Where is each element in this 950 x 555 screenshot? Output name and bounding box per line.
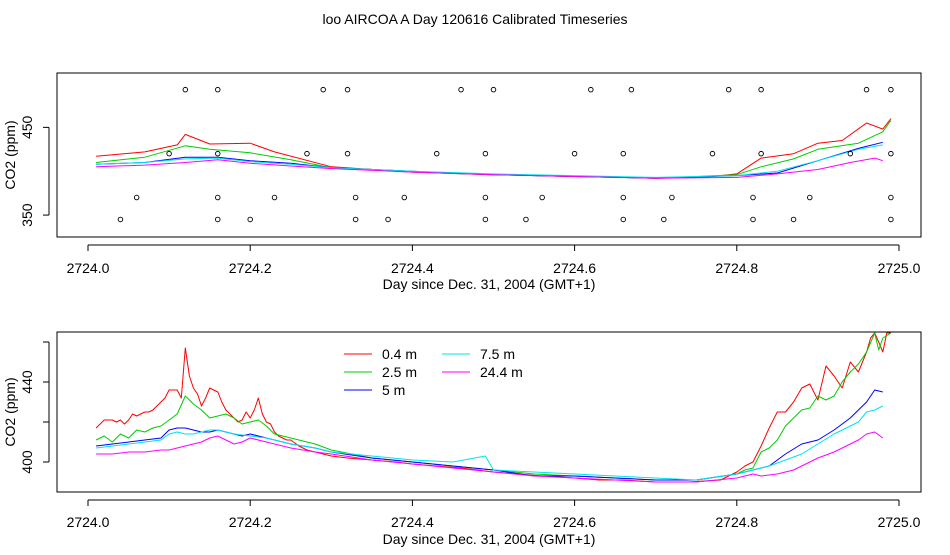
marker-point — [669, 194, 675, 201]
x-tick-label: 2724.8 — [715, 260, 758, 276]
series-line-2-5-m — [96, 120, 892, 179]
x-tick-label: 2724.2 — [229, 514, 272, 530]
marker-point — [750, 216, 756, 223]
marker-point — [117, 216, 124, 223]
marker-point — [709, 150, 716, 157]
marker-point — [490, 86, 497, 93]
marker-point — [539, 194, 545, 201]
legend: 0.4 m 2.5 m 5 m 7.5 m 24.4 m — [344, 346, 523, 398]
marker-point — [661, 216, 667, 223]
x-tick-label: 2724.6 — [553, 514, 596, 530]
marker-point — [433, 150, 440, 157]
marker-point — [271, 194, 278, 201]
marker-point — [758, 150, 764, 157]
x-tick-label: 2724.8 — [715, 514, 758, 530]
chart-title: loo AIRCOA A Day 120616 Calibrated Times… — [322, 11, 628, 27]
marker-point — [352, 194, 359, 201]
marker-point — [352, 216, 359, 223]
series-line-24-4-m — [96, 431, 884, 483]
x-axis-title: Day since Dec. 31, 2004 (GMT+1) — [383, 531, 596, 547]
y-axis-title: CO2 (ppm) — [2, 120, 18, 189]
marker-point — [588, 86, 594, 93]
plot-frame — [56, 331, 922, 493]
marker-point — [523, 216, 529, 223]
marker-point — [758, 86, 764, 93]
y-tick-label: 450 — [19, 115, 35, 139]
series-line-5-m — [96, 389, 883, 481]
legend-label: 0.4 m — [382, 346, 417, 362]
marker-point — [385, 216, 391, 223]
x-tick-label: 2724.0 — [67, 260, 110, 276]
marker-point — [482, 194, 489, 201]
marker-point — [807, 194, 813, 201]
y-axis-title: CO2 (ppm) — [2, 377, 18, 446]
x-tick-label: 2724.2 — [229, 260, 272, 276]
marker-point — [344, 150, 351, 157]
legend-label: 24.4 m — [480, 364, 523, 380]
marker-point — [215, 86, 221, 93]
marker-point — [304, 150, 310, 157]
marker-point — [182, 86, 189, 93]
upper-panel: 2724.0 2724.2 2724.4 2724.6 2724.8 2725.0 Day … — [2, 72, 922, 292]
legend-label: 5 m — [382, 382, 405, 398]
marker-point — [620, 150, 627, 157]
marker-point — [620, 194, 627, 201]
x-axis-title: Day since Dec. 31, 2004 (GMT+1) — [383, 276, 596, 292]
marker-point — [166, 150, 172, 157]
y-tick-label: 350 — [19, 203, 35, 227]
series-line-0-4-m — [95, 332, 891, 483]
marker-point — [215, 216, 221, 223]
marker-point — [247, 216, 253, 223]
marker-point — [888, 86, 894, 93]
x-tick-label: 2724.6 — [553, 260, 596, 276]
marker-point — [847, 150, 854, 157]
marker-point — [620, 216, 627, 223]
marker-point — [888, 216, 894, 223]
marker-point — [863, 86, 870, 93]
series-line-0-4-m — [96, 118, 892, 179]
x-tick-label: 2725.0 — [878, 260, 921, 276]
legend-label: 2.5 m — [382, 364, 417, 380]
x-tick-label: 2724.0 — [67, 514, 110, 530]
marker-point — [344, 86, 351, 93]
marker-point — [215, 150, 221, 157]
series-line-7-5-m — [96, 144, 883, 178]
marker-point — [790, 216, 797, 223]
series-line-24-4-m — [96, 157, 883, 179]
marker-point — [458, 86, 464, 93]
lower-panel: 2724.0 2724.2 2724.4 2724.6 2724.8 2725.0 Day … — [2, 331, 922, 547]
x-tick-label: 2724.4 — [391, 260, 434, 276]
y-tick-label: 440 — [19, 370, 35, 394]
y-tick-label: 400 — [19, 450, 35, 474]
legend-label: 7.5 m — [480, 346, 515, 362]
marker-point — [888, 194, 894, 201]
marker-point — [628, 86, 635, 93]
marker-point — [482, 150, 489, 157]
x-tick-label: 2725.0 — [878, 514, 921, 530]
marker-point — [215, 194, 221, 201]
marker-point — [750, 194, 756, 201]
marker-point — [133, 194, 140, 201]
marker-point — [482, 216, 489, 223]
marker-point — [888, 150, 894, 157]
marker-point — [725, 86, 732, 93]
series-line-7-5-m — [96, 405, 884, 481]
marker-point — [320, 86, 326, 93]
marker-point — [571, 150, 578, 157]
x-tick-label: 2724.4 — [391, 514, 434, 530]
marker-point — [401, 194, 408, 201]
plot-frame — [56, 72, 922, 238]
